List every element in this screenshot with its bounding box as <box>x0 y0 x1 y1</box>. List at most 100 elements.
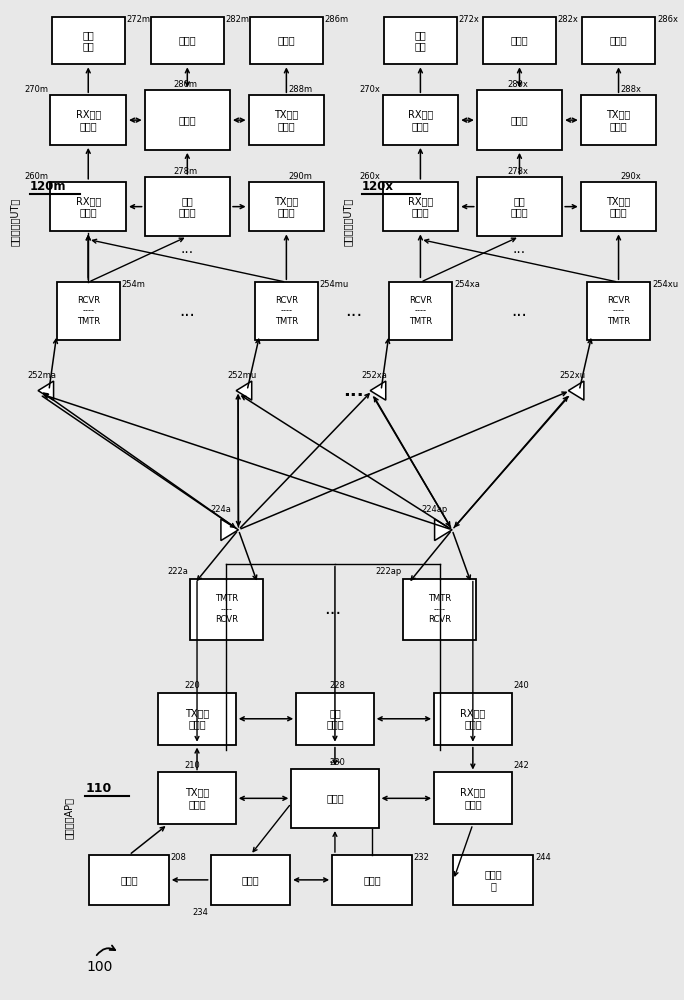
FancyBboxPatch shape <box>248 95 324 145</box>
Text: 244: 244 <box>535 853 551 862</box>
Text: 120m: 120m <box>30 180 66 193</box>
Text: 232: 232 <box>414 853 430 862</box>
Text: RX空间
处理器: RX空间 处理器 <box>460 708 486 730</box>
Text: 数据源: 数据源 <box>120 875 138 885</box>
Text: 存储器: 存储器 <box>179 36 196 46</box>
FancyBboxPatch shape <box>404 579 476 640</box>
Polygon shape <box>370 381 386 400</box>
FancyBboxPatch shape <box>51 95 126 145</box>
Text: RCVR
----
TMTR: RCVR ---- TMTR <box>607 296 630 326</box>
Text: 234: 234 <box>193 908 209 917</box>
FancyBboxPatch shape <box>434 693 512 745</box>
Text: 254m: 254m <box>122 280 146 289</box>
Text: 228: 228 <box>329 681 345 690</box>
FancyBboxPatch shape <box>51 182 126 232</box>
Polygon shape <box>38 381 53 400</box>
Text: 222a: 222a <box>167 567 188 576</box>
FancyBboxPatch shape <box>581 182 657 232</box>
FancyBboxPatch shape <box>158 772 236 824</box>
Text: ...: ... <box>181 242 194 256</box>
Text: ...: ... <box>324 600 341 618</box>
Text: 数据
信宿: 数据 信宿 <box>415 30 426 51</box>
FancyBboxPatch shape <box>582 17 655 64</box>
Text: 278m: 278m <box>173 167 198 176</box>
Text: ...: ... <box>343 382 364 400</box>
Text: 288m: 288m <box>289 85 313 94</box>
Text: RX空间
处理器: RX空间 处理器 <box>408 196 433 217</box>
Text: RX数据
处理器: RX数据 处理器 <box>460 788 486 809</box>
Text: TX数据
处理器: TX数据 处理器 <box>607 109 631 131</box>
Text: 252xa: 252xa <box>362 371 388 380</box>
FancyBboxPatch shape <box>89 855 169 905</box>
Text: 280x: 280x <box>507 80 528 89</box>
Text: RCVR
----
TMTR: RCVR ---- TMTR <box>77 296 100 326</box>
Text: 210: 210 <box>184 761 200 770</box>
Text: 数据源: 数据源 <box>609 36 627 46</box>
Text: 222ap: 222ap <box>376 567 402 576</box>
FancyBboxPatch shape <box>477 177 562 236</box>
FancyBboxPatch shape <box>211 855 290 905</box>
Text: 数据信
宿: 数据信 宿 <box>484 869 502 891</box>
Text: 用户终端（UT）: 用户终端（UT） <box>343 197 352 246</box>
Text: TMTR
----
RCVR: TMTR ---- RCVR <box>215 594 238 624</box>
Text: 存储器: 存储器 <box>363 875 381 885</box>
Text: 278x: 278x <box>507 167 528 176</box>
Text: 信道
估计器: 信道 估计器 <box>326 708 344 730</box>
Text: 控制器: 控制器 <box>179 115 196 125</box>
Text: 270m: 270m <box>25 85 49 94</box>
Text: 242: 242 <box>514 761 529 770</box>
Text: 存储器: 存储器 <box>511 36 528 46</box>
Text: TX空间
处理器: TX空间 处理器 <box>607 196 631 217</box>
Text: 286x: 286x <box>657 15 678 24</box>
Text: 290x: 290x <box>620 172 641 181</box>
Text: 数据源: 数据源 <box>278 36 295 46</box>
FancyBboxPatch shape <box>382 95 458 145</box>
Text: 224a: 224a <box>211 505 232 514</box>
Text: 290m: 290m <box>289 172 312 181</box>
Polygon shape <box>236 381 252 400</box>
Text: 282m: 282m <box>226 15 250 24</box>
FancyBboxPatch shape <box>158 693 236 745</box>
Text: 254xu: 254xu <box>652 280 678 289</box>
Text: 220: 220 <box>184 681 200 690</box>
FancyBboxPatch shape <box>296 693 373 745</box>
Text: 信道
估计器: 信道 估计器 <box>179 196 196 217</box>
FancyBboxPatch shape <box>144 177 230 236</box>
Text: 270x: 270x <box>360 85 380 94</box>
FancyBboxPatch shape <box>189 579 263 640</box>
FancyBboxPatch shape <box>384 17 457 64</box>
Text: 接入点（AP）: 接入点（AP） <box>64 797 74 839</box>
FancyBboxPatch shape <box>57 282 120 340</box>
FancyBboxPatch shape <box>151 17 224 64</box>
Text: 254mu: 254mu <box>320 280 349 289</box>
FancyBboxPatch shape <box>248 182 324 232</box>
FancyBboxPatch shape <box>291 768 379 828</box>
Text: 240: 240 <box>514 681 529 690</box>
Polygon shape <box>434 519 452 541</box>
FancyBboxPatch shape <box>587 282 650 340</box>
Text: 230: 230 <box>329 758 345 767</box>
FancyBboxPatch shape <box>255 282 318 340</box>
Text: 数据
信宿: 数据 信宿 <box>82 30 94 51</box>
Text: 100: 100 <box>87 960 113 974</box>
Text: 控制器: 控制器 <box>326 793 344 803</box>
Text: 272m: 272m <box>127 15 150 24</box>
FancyBboxPatch shape <box>250 17 323 64</box>
Text: 252xu: 252xu <box>560 371 586 380</box>
FancyBboxPatch shape <box>434 772 512 824</box>
Text: TX数据
处理器: TX数据 处理器 <box>185 788 209 809</box>
Text: TX数据
处理器: TX数据 处理器 <box>274 109 298 131</box>
Text: TMTR
----
RCVR: TMTR ---- RCVR <box>428 594 451 624</box>
Text: ...: ... <box>345 302 362 320</box>
FancyBboxPatch shape <box>144 90 230 150</box>
FancyBboxPatch shape <box>477 90 562 150</box>
Polygon shape <box>221 519 239 541</box>
Text: 280m: 280m <box>173 80 198 89</box>
Text: 260x: 260x <box>360 172 380 181</box>
Text: 224ap: 224ap <box>422 505 448 514</box>
Text: 信道
估计器: 信道 估计器 <box>511 196 528 217</box>
FancyBboxPatch shape <box>382 182 458 232</box>
Text: 260m: 260m <box>25 172 49 181</box>
Text: 120x: 120x <box>362 180 394 193</box>
FancyBboxPatch shape <box>389 282 452 340</box>
